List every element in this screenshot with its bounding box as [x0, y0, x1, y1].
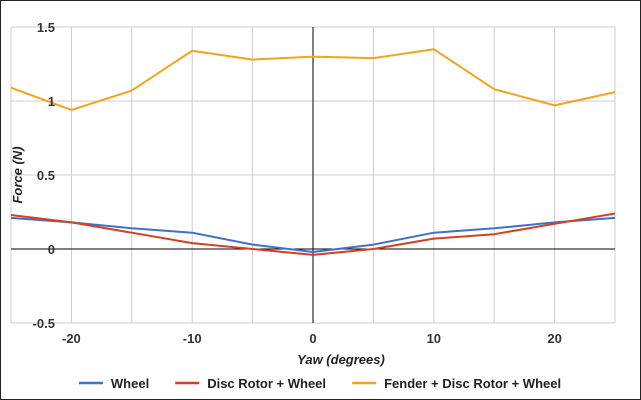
y-tick-labels: -0.5 0 0.5 1 1.5	[33, 20, 55, 331]
y-tick-label: 0.5	[37, 168, 55, 183]
legend-label: Fender + Disc Rotor + Wheel	[384, 376, 561, 391]
axes	[11, 27, 615, 323]
x-axis-label: Yaw (degrees)	[297, 352, 385, 367]
y-tick-label: 1.5	[37, 20, 55, 35]
legend-label: Wheel	[111, 376, 149, 391]
y-tick-label: 0	[48, 242, 55, 257]
legend-item: Fender + Disc Rotor + Wheel	[352, 376, 561, 391]
legend-item: Disc Rotor + Wheel	[175, 376, 326, 391]
x-tick-label: 0	[309, 331, 316, 346]
y-tick-label: 1	[48, 94, 55, 109]
x-tick-label: 20	[547, 331, 561, 346]
legend-item: Wheel	[78, 376, 149, 391]
y-axis-label: Force (N)	[10, 146, 25, 203]
series-line-3	[10, 48, 616, 111]
legend-label: Disc Rotor + Wheel	[207, 376, 326, 391]
legend: Wheel Disc Rotor + Wheel Fender + Disc Rot…	[78, 376, 561, 391]
gridlines	[10, 26, 616, 324]
x-tick-label: -20	[62, 331, 81, 346]
y-tick-label: -0.5	[33, 316, 55, 331]
series-lines	[10, 48, 616, 256]
series-line-2	[10, 212, 616, 256]
x-tick-labels: -20 -10 0 10 20	[62, 331, 562, 346]
series-line-1	[10, 216, 616, 253]
x-tick-label: 10	[427, 331, 441, 346]
x-tick-label: -10	[183, 331, 202, 346]
